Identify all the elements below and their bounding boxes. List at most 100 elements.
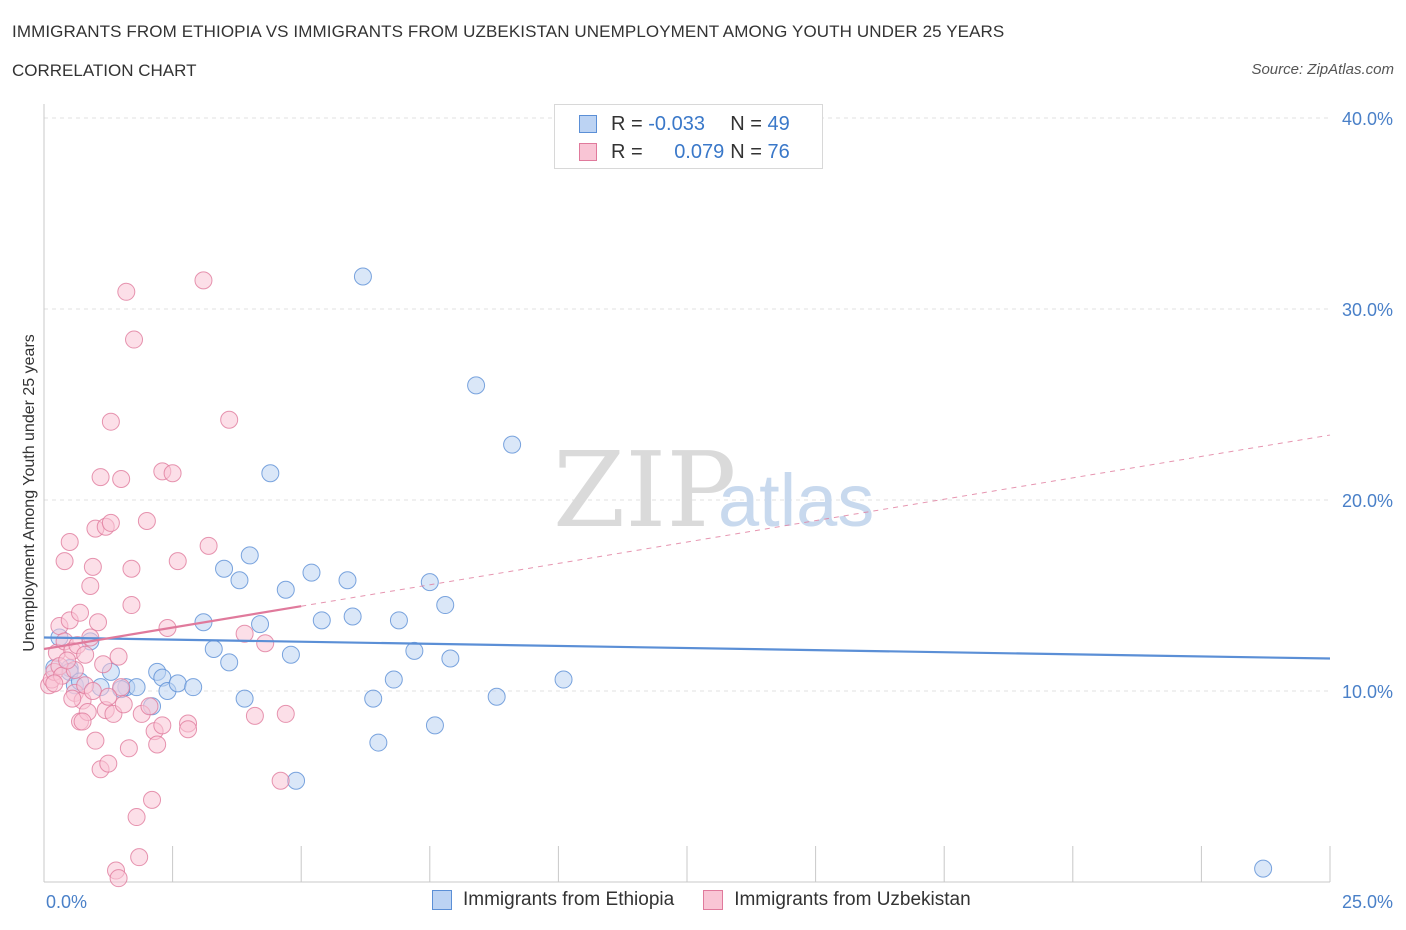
uzbekistan-point	[153, 716, 172, 735]
chart-title: IMMIGRANTS FROM ETHIOPIA VS IMMIGRANTS F…	[12, 22, 1005, 41]
ethiopia-point	[168, 674, 187, 693]
series-legend: Immigrants from Ethiopia Immigrants from…	[432, 889, 1000, 911]
uzbekistan-point	[60, 533, 79, 552]
uzbekistan-point	[91, 468, 110, 487]
legend-n-label: N =	[730, 112, 762, 135]
uzbekistan-point	[101, 412, 120, 431]
ethiopia-point	[240, 546, 259, 565]
tick-labels: 10.0% 20.0% 30.0% 40.0% 0.0% 25.0%	[46, 109, 1393, 912]
uzbekistan-point	[271, 771, 290, 790]
uzbekistan-point	[235, 624, 254, 643]
ethiopia-point	[230, 571, 249, 590]
uzbekistan-point	[55, 552, 74, 571]
ethiopia-point	[343, 607, 362, 626]
uzbekistan-point	[137, 512, 156, 531]
uzbekistan-point	[276, 704, 295, 723]
ethiopia-point	[302, 563, 321, 582]
uzbekistan-trend-line	[43, 605, 302, 651]
x-tick-label-right: 25.0%	[1342, 892, 1393, 912]
uzbekistan-point	[109, 647, 128, 666]
ethiopia-point	[364, 689, 383, 708]
ethiopia-point	[127, 678, 146, 697]
uzbekistan-point	[114, 695, 133, 714]
uzbekistan-point	[94, 655, 113, 674]
watermark-zip: ZIP	[553, 429, 736, 551]
legend-swatch-ethiopia	[579, 115, 597, 133]
series-legend-uzbekistan: Immigrants from Uzbekistan	[703, 889, 971, 911]
series-legend-ethiopia: Immigrants from Ethiopia	[432, 889, 674, 911]
uzbekistan-point	[220, 410, 239, 429]
ethiopia-point	[467, 376, 486, 395]
uzbekistan-point	[101, 513, 120, 532]
ethiopia-point	[384, 670, 403, 689]
uzbekistan-point	[89, 613, 108, 632]
uzbekistan-point	[163, 464, 182, 483]
watermark-atlas: atlas	[718, 459, 874, 542]
gridlines	[44, 117, 1330, 692]
legend-n-value: 49	[767, 112, 790, 135]
legend-r-label: R =	[611, 140, 643, 163]
legend-r-value: 0.079	[674, 140, 725, 163]
legend-n-label: N =	[730, 140, 762, 163]
ethiopia-point	[554, 670, 573, 689]
ethiopia-point	[420, 573, 439, 592]
ethiopia-point	[184, 678, 203, 697]
uzbekistan-point	[99, 687, 118, 706]
y-tick-label: 40.0%	[1342, 109, 1393, 129]
uzbekistan-point	[127, 808, 146, 827]
ethiopia-point	[251, 615, 270, 634]
ethiopia-point	[436, 596, 455, 615]
y-tick-label: 20.0%	[1342, 491, 1393, 511]
uzbekistan-point	[122, 559, 141, 578]
uzbekistan-point	[245, 706, 264, 725]
ethiopia-point	[425, 716, 444, 735]
ethiopia-point	[353, 267, 372, 286]
ethiopia-point	[276, 580, 295, 599]
uzbekistan-point	[148, 735, 167, 754]
ethiopia-point	[281, 645, 300, 664]
chart-subtitle: CORRELATION CHART	[12, 61, 197, 80]
ethiopia-point	[287, 771, 306, 790]
series-swatch-ethiopia	[432, 890, 452, 910]
ethiopia-point	[220, 653, 239, 672]
uzbekistan-point	[86, 731, 105, 750]
ethiopia-point	[204, 639, 223, 658]
ethiopia-point	[215, 559, 234, 578]
uzbekistan-point	[194, 271, 213, 290]
uzbekistan-point	[76, 645, 95, 664]
data-points	[40, 267, 1273, 888]
ethiopia-point	[1254, 859, 1273, 878]
ethiopia-point	[338, 571, 357, 590]
uzbekistan-point	[58, 651, 77, 670]
uzbekistan-point	[122, 596, 141, 615]
ethiopia-point	[312, 611, 331, 630]
trend-lines	[43, 434, 1331, 660]
uzbekistan-point	[119, 739, 138, 758]
watermark: ZIP atlas	[553, 429, 874, 551]
series-label-ethiopia: Immigrants from Ethiopia	[463, 889, 675, 910]
legend-r-value: -0.033	[648, 112, 705, 135]
uzbekistan-point	[73, 712, 92, 731]
source-credit: Source: ZipAtlas.com	[1251, 61, 1394, 78]
uzbekistan-point	[112, 678, 131, 697]
ethiopia-trend-line	[43, 636, 1331, 660]
axes	[43, 104, 1331, 883]
uzbekistan-point	[83, 682, 102, 700]
uzbekistan-point	[199, 536, 218, 555]
ethiopia-point	[369, 733, 388, 752]
uzbekistan-point	[109, 869, 128, 888]
legend-row-uzbekistan: R = 0.079 N = 76	[579, 140, 790, 164]
uzbekistan-point	[256, 634, 275, 653]
correlation-legend: R = -0.033 N = 49 R = 0.079 N = 76	[554, 104, 823, 169]
uzbekistan-point	[125, 330, 144, 349]
legend-r-label: R =	[611, 112, 643, 135]
ethiopia-point	[503, 435, 522, 454]
y-tick-label: 30.0%	[1342, 300, 1393, 320]
uzbekistan-point	[143, 790, 162, 809]
y-tick-label: 10.0%	[1342, 682, 1393, 702]
uzbekistan-trend-line-extension	[301, 434, 1331, 607]
ethiopia-point	[441, 649, 460, 668]
uzbekistan-point	[63, 689, 82, 708]
series-swatch-uzbekistan	[703, 890, 724, 910]
